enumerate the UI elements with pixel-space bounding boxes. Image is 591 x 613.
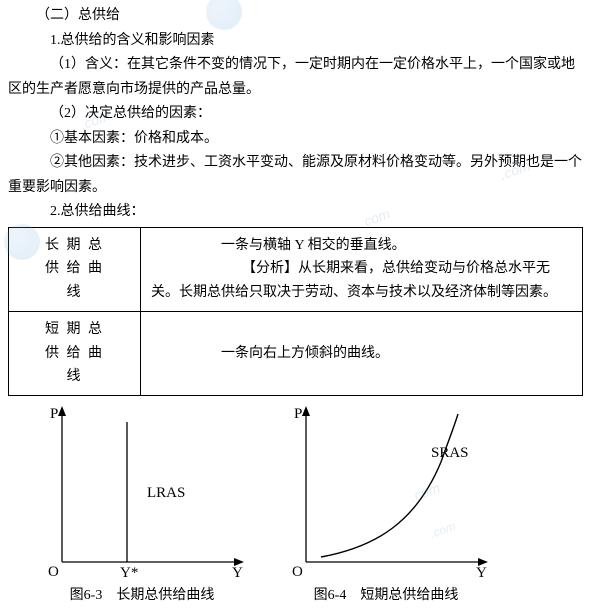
chart-sras: P Y O SRAS 图6-4 短期总供给曲线 [276,402,496,609]
x-mark-label: Y* [120,565,138,581]
chart-sras-caption: 图6-4 短期总供给曲线 [314,584,459,609]
heading-1: 1.总供给的含义和影响因素 [8,29,583,54]
lras-label: LRAS [147,485,185,501]
cell-line: 【分析】从长期来看，总供给变动与价格总水平无关。长期总供给只取决于劳动、资本与技… [151,257,572,305]
cell-longrun-left: 长 期 总 供 给 曲 线 [9,227,141,311]
sras-curve [321,414,458,557]
origin-label: O [292,564,303,580]
x-axis-label: Y [232,565,243,581]
chart-lras-caption: 图6-3 长期总供给曲线 [70,584,215,609]
y-axis-arrow [58,406,66,416]
section-title: （二）总供给 [8,4,583,29]
para-definition: （1）含义：在其它条件不变的情况下，一定时期内在一定价格水平上，一个国家或地区的… [8,53,583,102]
para-factors-head: （2）决定总供给的因素： [8,102,583,127]
cell-longrun-right: 一条与横轴 Y 相交的垂直线。 【分析】从长期来看，总供给变动与价格总水平无关。… [141,227,583,311]
origin-label: O [48,564,59,580]
chart-lras: P Y O Y* LRAS 图6-3 长期总供给曲线 [32,402,252,609]
sras-label: SRAS [431,445,469,461]
y-axis-label: P [50,406,58,422]
chart-sras-svg: P Y O SRAS [276,402,496,582]
supply-curve-table: 长 期 总 供 给 曲 线 一条与横轴 Y 相交的垂直线。 【分析】从长期来看，… [8,227,583,397]
table-row: 长 期 总 供 给 曲 线 一条与横轴 Y 相交的垂直线。 【分析】从长期来看，… [9,227,583,311]
cell-line: 一条向右上方倾斜的曲线。 [151,342,572,366]
cell-line: 一条与横轴 Y 相交的垂直线。 [151,234,572,258]
x-axis-label: Y [476,565,487,581]
charts-row: P Y O Y* LRAS 图6-3 长期总供给曲线 P Y O SRAS 图6… [8,402,583,609]
para-factor-other: ②其他因素：技术进步、工资水平变动、能源及原材料价格变动等。另外预期也是一个重要… [8,151,583,200]
y-axis-arrow [302,406,310,416]
chart-lras-svg: P Y O Y* LRAS [32,402,252,582]
y-axis-label: P [294,406,302,422]
cell-shortrun-left: 短 期 总 供 给 曲 线 [9,311,141,395]
cell-label: 长 期 总 供 给 曲 线 [45,234,104,305]
heading-2: 2.总供给曲线： [8,200,583,225]
para-factor-basic: ①基本因素：价格和成本。 [8,127,583,152]
table-row: 短 期 总 供 给 曲 线 一条向右上方倾斜的曲线。 [9,311,583,395]
cell-label: 短 期 总 供 给 曲 线 [45,318,104,389]
cell-shortrun-right: 一条向右上方倾斜的曲线。 [141,311,583,395]
